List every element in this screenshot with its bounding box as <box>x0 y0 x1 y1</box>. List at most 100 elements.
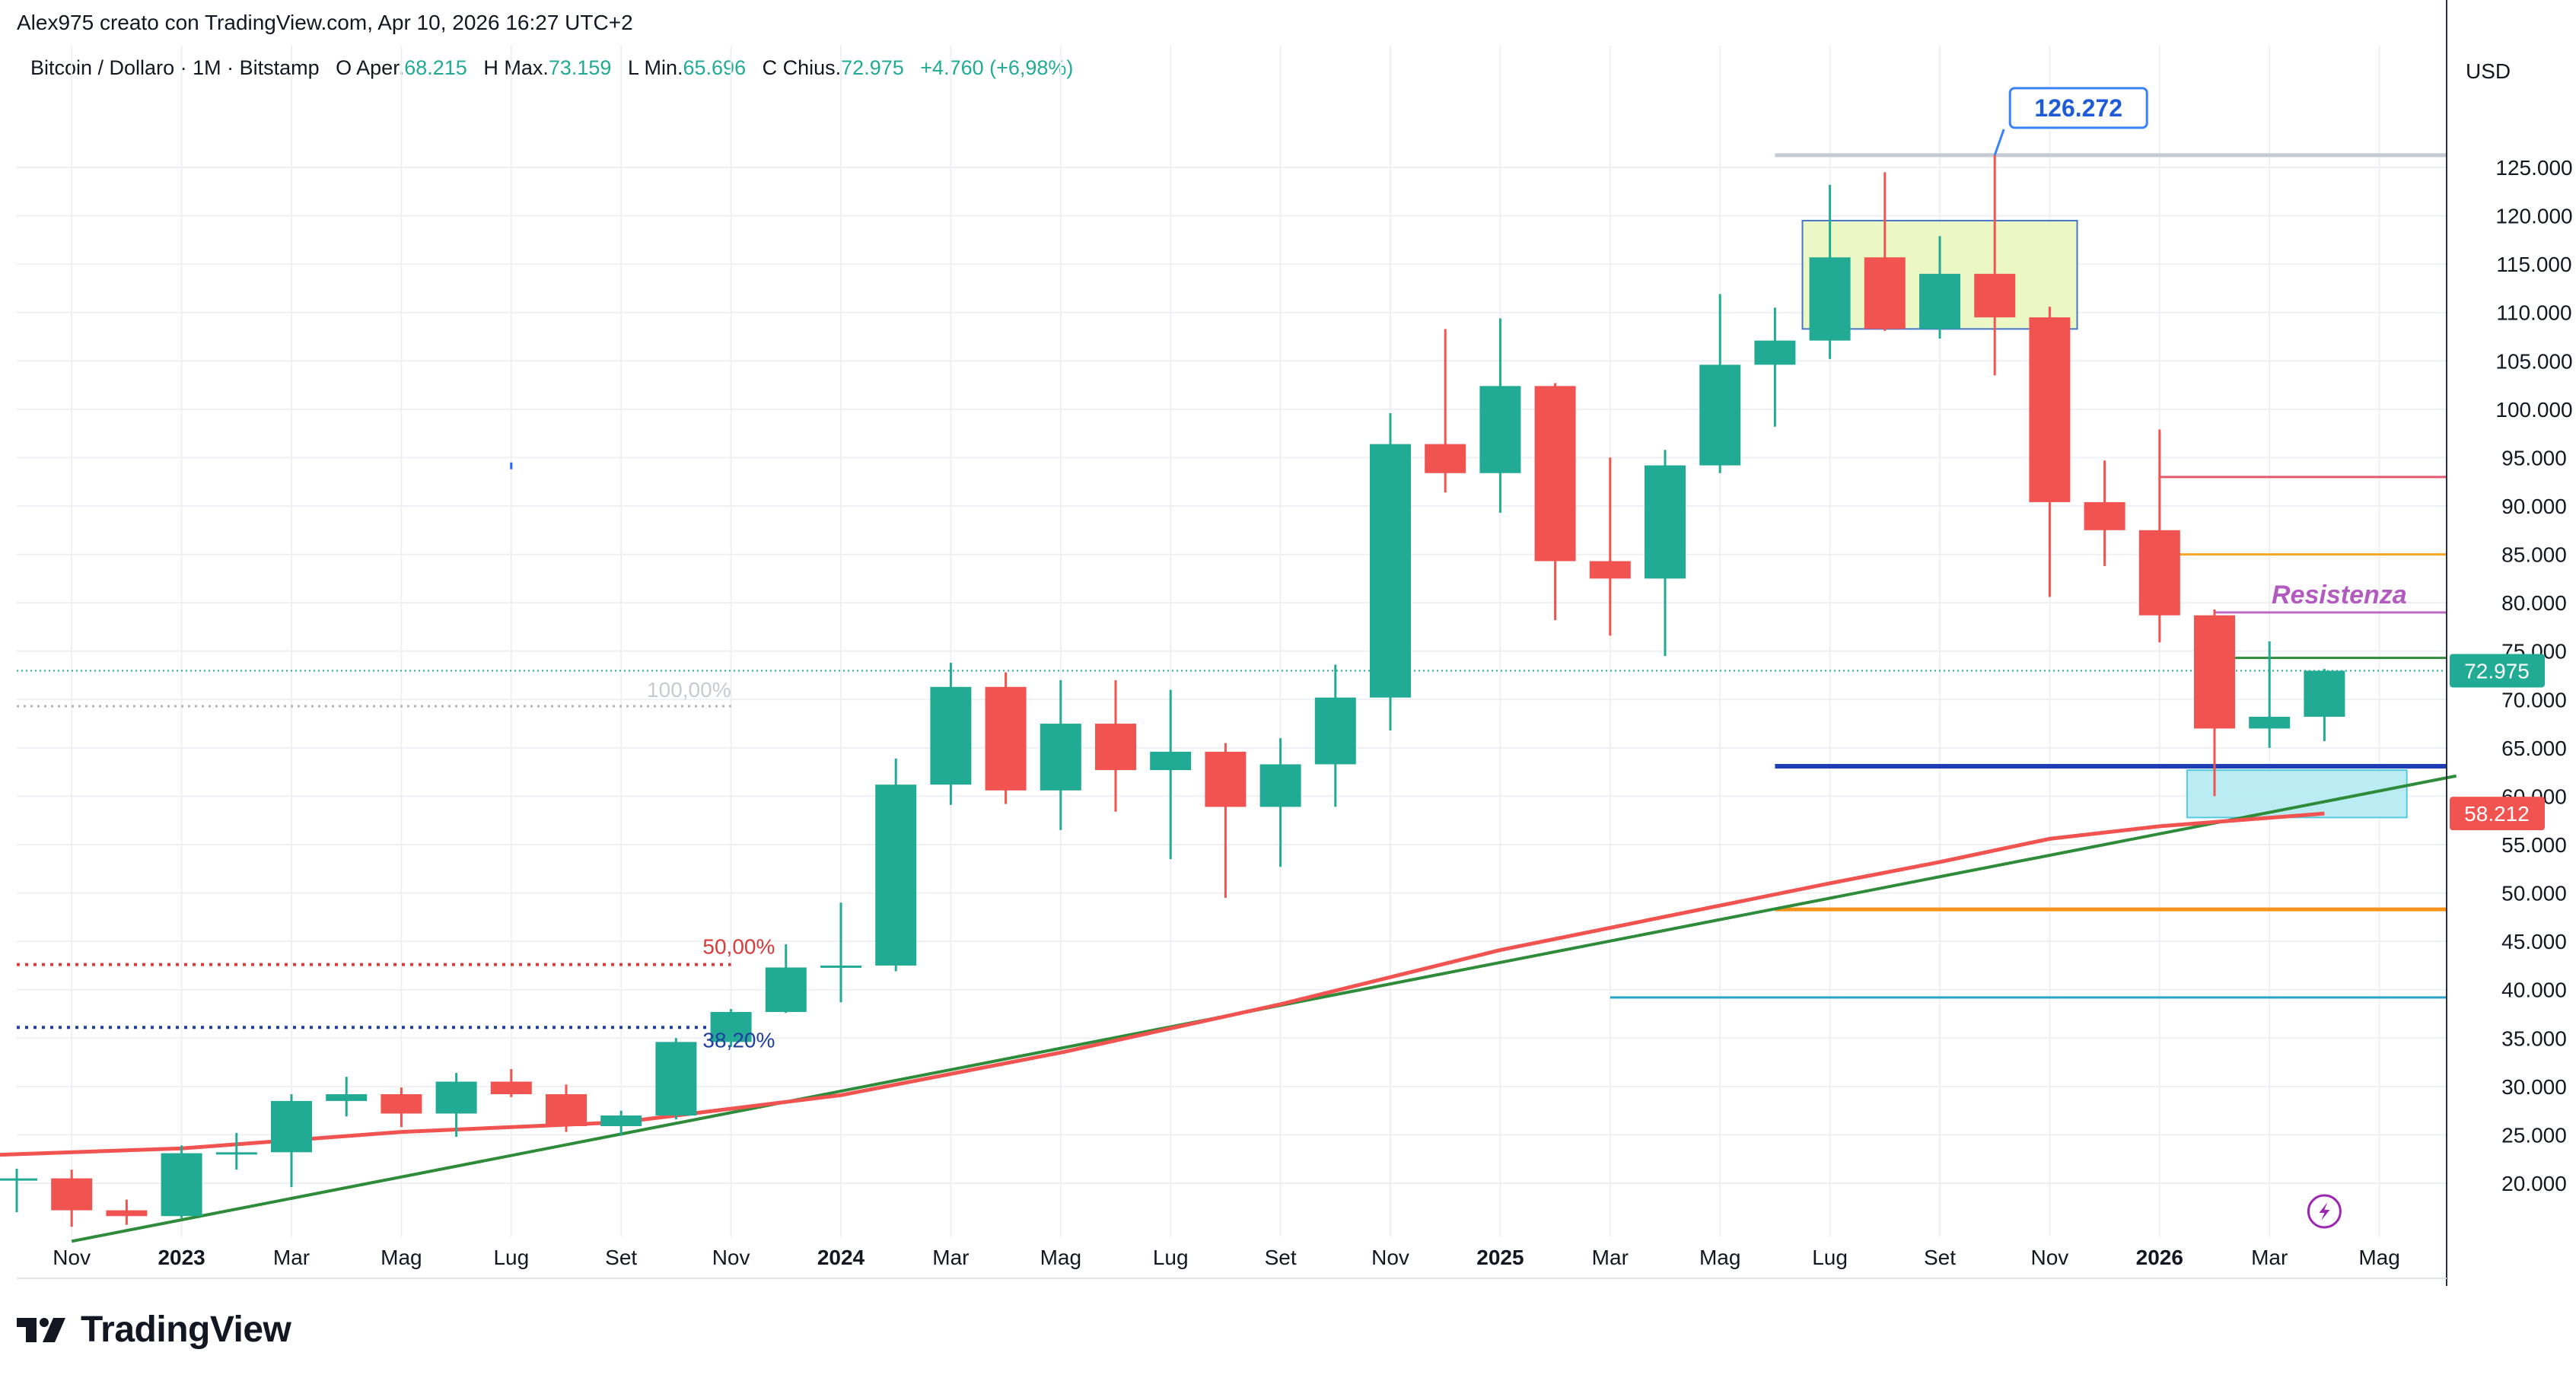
support-zone <box>2186 769 2408 819</box>
high-value: 73.159 <box>548 56 612 79</box>
time-tick-label: Mar <box>2251 1246 2288 1269</box>
close-value: 72.975 <box>841 56 904 79</box>
candle-body <box>1699 364 1741 466</box>
price-axis: 20.000 25.000 30.000 35.000 40.000 45.000 50.0… <box>2446 0 2573 1286</box>
price-tick-label: 50.000 <box>2501 882 2567 905</box>
candle-body <box>765 967 807 1012</box>
price-tick-label: 35.000 <box>2501 1026 2567 1050</box>
time-tick-label: Set <box>605 1246 637 1269</box>
time-tick-label: Mag <box>381 1246 422 1269</box>
candle-body <box>600 1115 642 1126</box>
candle-body <box>2029 317 2071 502</box>
close-label: C <box>762 56 778 79</box>
open-value: 68.215 <box>404 56 467 79</box>
resistance-label: Resistenza <box>2272 581 2407 609</box>
time-tick-label: Mag <box>2358 1246 2399 1269</box>
candle-body <box>820 965 861 968</box>
brand-name: TradingView <box>81 1310 291 1350</box>
candle-body <box>2194 615 2235 729</box>
price-tick-label: 65.000 <box>2501 737 2567 760</box>
time-tick-label: Mar <box>1592 1246 1629 1269</box>
candle-body <box>985 686 1027 791</box>
time-tick-label: Lug <box>493 1246 529 1269</box>
price-tick-label: 110.000 <box>2496 301 2571 325</box>
candle-body <box>1370 444 1411 698</box>
price-tick-label: 95.000 <box>2501 446 2567 469</box>
candle-body <box>435 1081 477 1114</box>
candle-body <box>1095 724 1136 771</box>
low-value: 65.696 <box>683 56 747 79</box>
price-tick-label: 30.000 <box>2501 1075 2567 1099</box>
time-tick-label: Lug <box>1153 1246 1189 1269</box>
candle-body <box>1754 340 1796 365</box>
time-tick-label: 2023 <box>158 1246 205 1269</box>
grid <box>17 46 2447 1236</box>
price-tick-label: 55.000 <box>2501 833 2567 857</box>
candle-body <box>1425 444 1466 473</box>
time-tick-label: 2026 <box>2136 1246 2183 1269</box>
tradingview-brand[interactable]: TradingView <box>17 1309 291 1351</box>
ath-callout <box>2008 87 2148 129</box>
candle-body <box>2084 501 2125 530</box>
change-value: +4.760 (+6,98%) <box>920 56 1074 79</box>
candle-body <box>326 1094 368 1101</box>
price-tick-label: 25.000 <box>2501 1123 2567 1147</box>
candle-body <box>1479 386 1521 473</box>
time-tick-label: Mar <box>273 1246 310 1269</box>
candle-body <box>1259 764 1301 807</box>
time-tick-label: Nov <box>1371 1246 1409 1269</box>
currency-label[interactable]: USD <box>2466 59 2511 83</box>
candle-body <box>0 1178 37 1181</box>
candles <box>0 154 2345 1227</box>
candle-body <box>710 1011 752 1042</box>
time-axis: Nov 2023 Mar Mag Lug Set Nov 2024 Mar Mag Lug Set No… <box>17 1246 2447 1279</box>
low-label: L <box>627 56 638 79</box>
close-key: Chius. <box>782 56 842 79</box>
time-tick-label: Mag <box>1699 1246 1740 1269</box>
open-label: O <box>336 56 352 79</box>
candle-body <box>1205 751 1247 807</box>
lightning-icon <box>2319 1202 2330 1220</box>
price-chart[interactable]: 100,00% 50,00% 38,20% Resistenza 126.272 20.… <box>0 0 2576 1294</box>
candle-body <box>875 784 917 966</box>
low-key: Min. <box>644 56 683 79</box>
price-tick-label: 80.000 <box>2501 591 2567 615</box>
ma-price-label: 58.212 <box>2464 802 2530 826</box>
moving-average-line <box>0 811 2325 1157</box>
candle-body <box>1589 561 1631 579</box>
candle-body <box>161 1153 202 1217</box>
time-tick-label: Set <box>1924 1246 1956 1269</box>
candle-body <box>1314 697 1356 765</box>
candle-body <box>106 1210 148 1217</box>
price-tick-label: 40.000 <box>2501 979 2567 1002</box>
price-tick-label: 105.000 <box>2495 349 2572 373</box>
price-tick-label: 20.000 <box>2501 1172 2567 1195</box>
symbol-name[interactable]: Bitcoin / Dollaro · 1M · Bitstamp <box>30 56 320 79</box>
candle-body <box>546 1094 587 1126</box>
candle-body <box>271 1100 312 1153</box>
candle-body <box>2138 530 2180 616</box>
candle-body <box>1040 724 1081 791</box>
candle-body <box>930 686 972 785</box>
price-tick-label: 100.000 <box>2495 398 2572 422</box>
last-price-tag <box>2450 654 2545 688</box>
time-tick-label: Mag <box>1040 1246 1081 1269</box>
time-tick-label: 2025 <box>1476 1246 1524 1269</box>
tradingview-logo-icon <box>17 1317 65 1342</box>
ath-label: 126.272 <box>2034 94 2122 122</box>
candle-body <box>2249 716 2291 729</box>
horizontal-levels <box>17 153 2447 1030</box>
time-tick-label: Nov <box>712 1246 750 1269</box>
candle-body <box>1534 386 1576 562</box>
candle-body <box>51 1178 93 1211</box>
price-tick-label: 90.000 <box>2501 495 2567 518</box>
candle-body <box>655 1042 697 1115</box>
candle-body <box>1150 751 1192 771</box>
candle-body <box>1864 257 1906 329</box>
price-tick-label: 115.000 <box>2496 253 2571 276</box>
candle-body <box>215 1152 257 1155</box>
price-tick-label: 125.000 <box>2495 156 2572 180</box>
last-price-label: 72.975 <box>2464 659 2530 683</box>
candle-body <box>2304 670 2345 717</box>
candle-body <box>1919 273 1960 329</box>
